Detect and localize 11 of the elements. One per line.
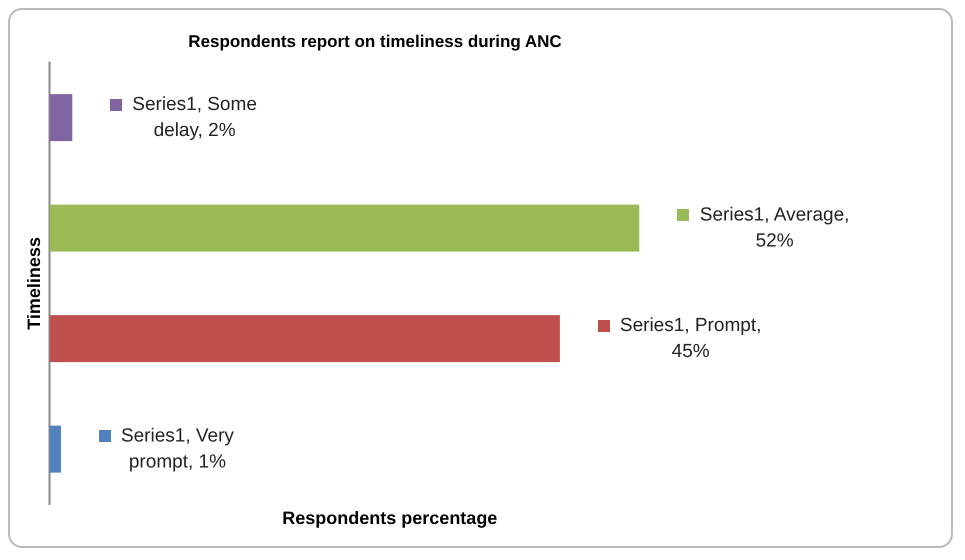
data-label: Series1, Very prompt, 1% (120, 425, 234, 472)
data-label: Series1, Some delay, 2% (132, 94, 257, 141)
bar (50, 426, 61, 473)
y-axis-title: Timeliness (24, 237, 44, 330)
chart-title: Respondents report on timeliness during ANC (188, 32, 562, 51)
bar (50, 315, 560, 362)
data-label: Series1, Average, 52% (700, 204, 850, 252)
bar (50, 204, 640, 252)
data-label: Series1, Prompt, 45% (620, 314, 762, 362)
bar (50, 94, 72, 142)
x-axis-title: Respondents percentage (282, 508, 498, 528)
